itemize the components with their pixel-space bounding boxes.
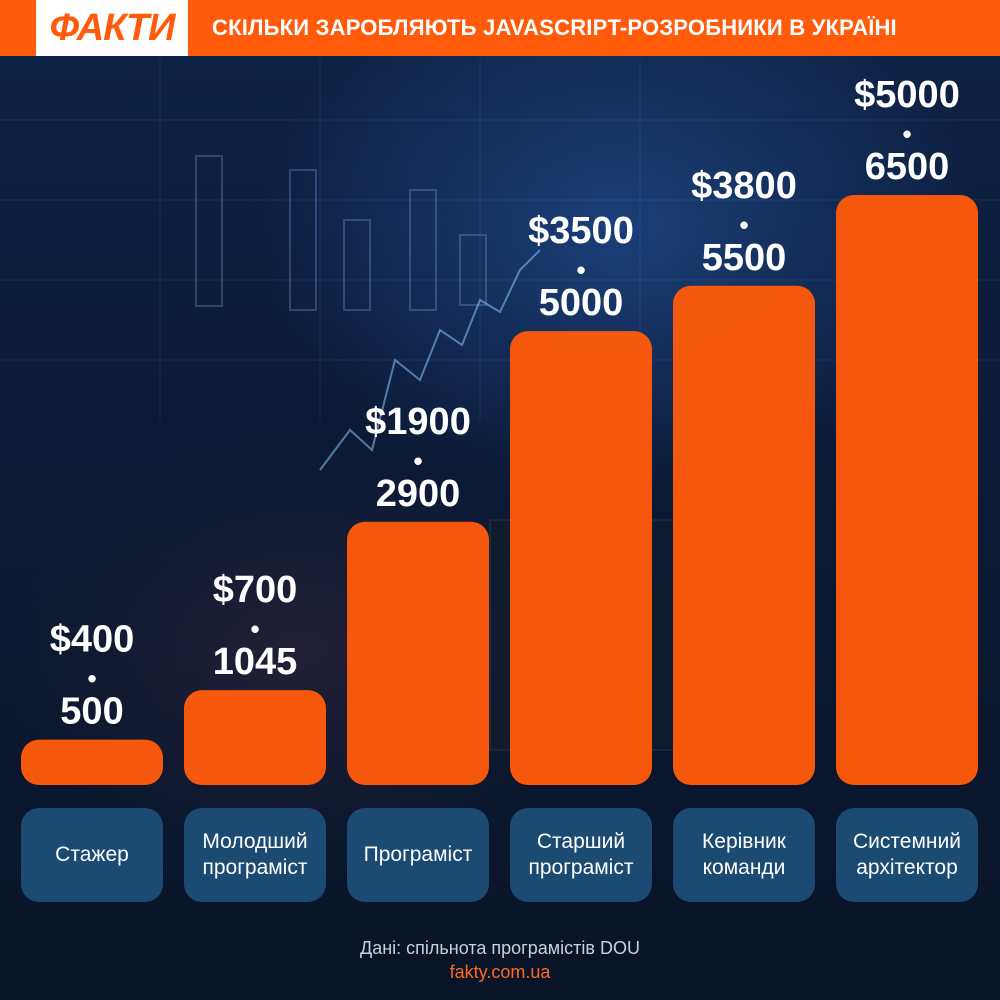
category-line: Старший bbox=[536, 830, 626, 853]
category-text: Керівник команди bbox=[702, 829, 786, 881]
category-line: архітектор bbox=[856, 856, 958, 879]
range-separator-5: • bbox=[739, 210, 748, 240]
max-salary-label-2: 1045 bbox=[213, 641, 298, 683]
category-line: Програміст bbox=[363, 843, 473, 866]
range-separator-4: • bbox=[576, 255, 585, 285]
category-line: програміст bbox=[202, 856, 308, 879]
source-note: Дані: спільнота програмістів DOU bbox=[360, 938, 640, 958]
brand-logo[interactable]: ФАКТИ bbox=[36, 0, 188, 56]
category-label-1: Стажер bbox=[21, 808, 163, 902]
min-salary-label-5: $3800 bbox=[691, 165, 797, 207]
category-label-6: Системний архітектор bbox=[836, 808, 978, 902]
site-link[interactable]: fakty.com.ua bbox=[449, 962, 551, 982]
min-salary-label-1: $400 bbox=[50, 619, 135, 661]
range-separator-2: • bbox=[250, 614, 259, 644]
category-line: програміст bbox=[528, 856, 634, 879]
category-label-5: Керівник команди bbox=[673, 808, 815, 902]
bar-5 bbox=[673, 285, 815, 785]
category-label-3: Програміст bbox=[347, 808, 489, 902]
page-title: СКІЛЬКИ ЗАРОБЛЯЮТЬ JAVASCRIPT-РОЗРОБНИКИ… bbox=[212, 15, 897, 40]
min-salary-label-3: $1900 bbox=[365, 401, 471, 443]
range-separator-3: • bbox=[413, 446, 422, 476]
bar-6 bbox=[836, 195, 978, 785]
max-salary-label-3: 2900 bbox=[376, 473, 461, 515]
category-line: Молодший bbox=[202, 830, 308, 853]
category-text: Системний архітектор bbox=[853, 829, 961, 881]
category-line: Стажер bbox=[55, 843, 129, 866]
min-salary-label-2: $700 bbox=[213, 569, 298, 611]
category-label-4: Старший програміст bbox=[510, 808, 652, 902]
max-salary-label-4: 5000 bbox=[539, 282, 624, 324]
category-text: Старший програміст bbox=[529, 829, 634, 881]
category-text: Стажер bbox=[55, 842, 129, 868]
category-line: команди bbox=[702, 856, 786, 879]
max-salary-label-6: 6500 bbox=[865, 146, 950, 188]
bar-1 bbox=[21, 739, 163, 785]
bar-3 bbox=[347, 521, 489, 785]
category-text: Програміст bbox=[364, 842, 473, 868]
max-salary-label-1: 500 bbox=[60, 691, 123, 733]
header-bar: ФАКТИ СКІЛЬКИ ЗАРОБЛЯЮТЬ JAVASCRIPT-РОЗР… bbox=[0, 0, 1000, 56]
category-line: Керівник bbox=[702, 830, 786, 853]
min-salary-label-6: $5000 bbox=[854, 74, 960, 116]
category-line: Системний bbox=[853, 830, 961, 853]
bar-2 bbox=[184, 690, 326, 785]
category-text: Молодший програміст bbox=[202, 829, 307, 881]
bar-4 bbox=[510, 331, 652, 785]
range-separator-6: • bbox=[902, 119, 911, 149]
category-label-2: Молодший програміст bbox=[184, 808, 326, 902]
max-salary-label-5: 5500 bbox=[702, 237, 787, 279]
min-salary-label-4: $3500 bbox=[528, 210, 634, 252]
range-separator-1: • bbox=[87, 664, 96, 694]
